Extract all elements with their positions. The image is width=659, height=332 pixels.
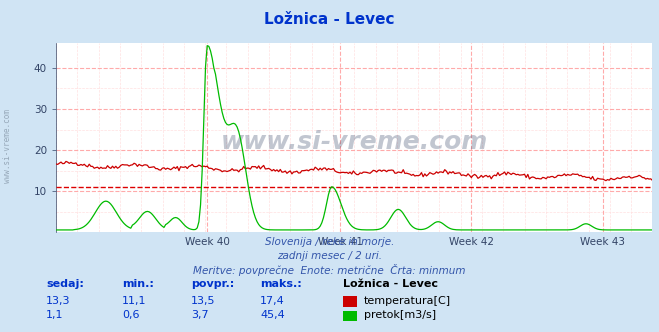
Text: 17,4: 17,4 xyxy=(260,296,285,306)
Text: 1,1: 1,1 xyxy=(46,310,64,320)
Text: povpr.:: povpr.: xyxy=(191,279,235,289)
Text: www.si-vreme.com: www.si-vreme.com xyxy=(221,129,488,154)
Text: sedaj:: sedaj: xyxy=(46,279,84,289)
Text: 45,4: 45,4 xyxy=(260,310,285,320)
Text: temperatura[C]: temperatura[C] xyxy=(364,296,451,306)
Text: 11,1: 11,1 xyxy=(122,296,146,306)
Text: maks.:: maks.: xyxy=(260,279,302,289)
Text: Meritve: povprečne  Enote: metrične  Črta: minmum: Meritve: povprečne Enote: metrične Črta:… xyxy=(193,264,466,276)
Text: Ložnica - Levec: Ložnica - Levec xyxy=(264,12,395,27)
Text: 13,3: 13,3 xyxy=(46,296,71,306)
Text: Ložnica - Levec: Ložnica - Levec xyxy=(343,279,438,289)
Text: zadnji mesec / 2 uri.: zadnji mesec / 2 uri. xyxy=(277,251,382,261)
Text: Slovenija / reke in morje.: Slovenija / reke in morje. xyxy=(265,237,394,247)
Text: 0,6: 0,6 xyxy=(122,310,140,320)
Text: min.:: min.: xyxy=(122,279,154,289)
Text: 3,7: 3,7 xyxy=(191,310,209,320)
Text: www.si-vreme.com: www.si-vreme.com xyxy=(3,109,13,183)
Text: pretok[m3/s]: pretok[m3/s] xyxy=(364,310,436,320)
Text: 13,5: 13,5 xyxy=(191,296,215,306)
